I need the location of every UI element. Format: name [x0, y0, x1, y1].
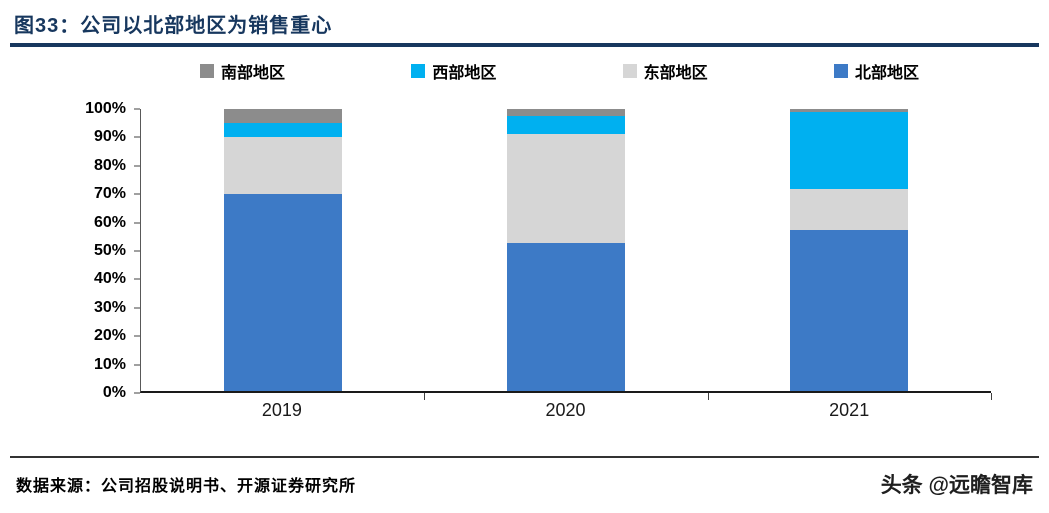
legend: 南部地区 西部地区 东部地区 北部地区 — [200, 59, 919, 83]
x-axis-label-2020: 2020 — [545, 400, 586, 420]
y-tick-label: 70% — [93, 185, 126, 203]
legend-swatch-icon — [833, 64, 848, 78]
legend-label: 西部地区 — [432, 65, 497, 82]
y-tick-label: 50% — [93, 242, 126, 259]
bar-segment-2021-南部地区 — [790, 109, 909, 112]
bar-segment-2019-东部地区 — [223, 137, 342, 194]
bar-segment-2020-北部地区 — [506, 242, 625, 391]
footer: 数据来源：公司招股说明书、开源证券研究所 头条 @远瞻智库 — [10, 456, 1039, 499]
legend-label: 东部地区 — [643, 65, 708, 82]
legend-swatch-icon — [622, 64, 637, 78]
y-tick-mark — [134, 307, 140, 309]
bar-segment-2019-西部地区 — [223, 123, 342, 138]
legend-item: 西部地区 — [411, 59, 496, 83]
x-axis-tick — [707, 393, 709, 400]
legend-item: 北部地区 — [833, 59, 919, 83]
y-tick-label: 20% — [93, 327, 126, 345]
bar-segment-2019-北部地区 — [223, 193, 342, 391]
y-tick-mark — [134, 392, 140, 394]
x-axis-tick — [424, 393, 426, 400]
bar-column-2021 — [708, 109, 991, 391]
chart: 南部地区 西部地区 东部地区 北部地区 100% 90% 80% 70% 60% 50% 40% 3… — [0, 47, 1049, 421]
y-tick-mark — [134, 136, 140, 138]
legend-swatch-icon — [200, 64, 214, 78]
y-tick-label: 40% — [93, 270, 126, 288]
page-title: 图33：公司以北部地区为销售重心 — [14, 15, 333, 37]
watermark: 头条 @远瞻智库 — [880, 474, 1033, 497]
y-tick-label: 10% — [93, 355, 126, 373]
y-tick-mark — [134, 222, 140, 224]
plot-wrap: 100% 90% 80% 70% 60% 50% 40% 30% 20% 10% 0% — [0, 100, 992, 401]
y-tick-label: 30% — [93, 298, 126, 316]
bar-segment-2021-东部地区 — [790, 189, 909, 231]
bar-segment-2021-北部地区 — [790, 230, 909, 391]
bar-column-2020 — [424, 109, 707, 391]
bar-2020 — [506, 109, 625, 391]
y-tick-label: 90% — [93, 128, 126, 146]
x-axis-tick — [991, 393, 992, 400]
y-tick-label: 0% — [102, 384, 126, 401]
y-tick-mark — [134, 250, 140, 252]
bar-segment-2020-南部地区 — [506, 109, 625, 117]
bar-column-2019 — [141, 109, 424, 391]
y-tick-mark — [134, 364, 140, 366]
plot-area — [140, 109, 992, 400]
x-axis-label-2021: 2021 — [829, 400, 870, 420]
bar-segment-2020-西部地区 — [506, 116, 625, 135]
y-tick-mark — [134, 165, 140, 167]
bar-segment-2021-西部地区 — [790, 111, 909, 190]
y-tick-label: 80% — [93, 156, 126, 174]
legend-item: 南部地区 — [200, 59, 285, 83]
y-tick-label: 100% — [85, 100, 126, 117]
y-tick-mark — [134, 193, 140, 195]
y-axis: 100% 90% 80% 70% 60% 50% 40% 30% 20% 10% 0% — [0, 100, 140, 401]
bar-2021 — [790, 109, 909, 391]
y-tick-mark — [134, 278, 140, 280]
x-axis-label-2019: 2019 — [261, 400, 302, 420]
bar-segment-2019-南部地区 — [223, 109, 342, 124]
legend-item: 东部地区 — [622, 59, 708, 83]
legend-label: 南部地区 — [221, 65, 286, 82]
legend-label: 北部地区 — [854, 65, 919, 82]
source-text: 数据来源：公司招股说明书、开源证券研究所 — [16, 478, 357, 495]
bar-2019 — [223, 109, 342, 391]
y-tick-label: 60% — [93, 213, 126, 231]
bar-segment-2020-东部地区 — [506, 134, 625, 243]
x-axis: 2019 2020 2021 — [140, 400, 991, 421]
y-tick-mark — [134, 335, 140, 337]
legend-swatch-icon — [411, 64, 426, 78]
header: 图33：公司以北部地区为销售重心 — [10, 0, 1039, 47]
y-tick-mark — [134, 108, 140, 110]
